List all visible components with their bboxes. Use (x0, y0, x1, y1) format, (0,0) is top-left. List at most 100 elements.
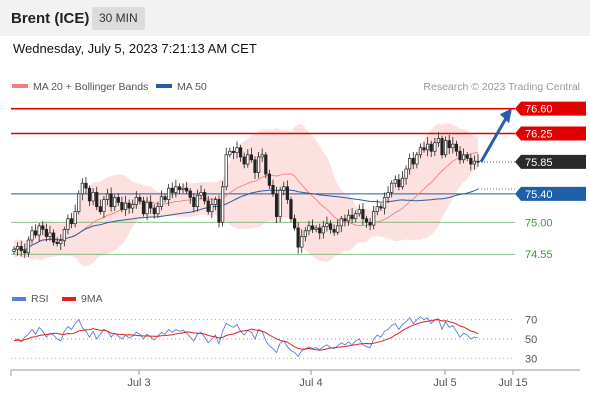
candle (307, 220, 311, 236)
candle-body (375, 206, 379, 212)
candle-body (447, 140, 451, 149)
rsi-legend-swatch (62, 297, 76, 301)
candle (300, 229, 304, 253)
candle-body (109, 193, 113, 208)
candle-body (426, 143, 430, 151)
candle-body (472, 160, 477, 165)
candle (51, 229, 56, 246)
svg-text:75.85: 75.85 (525, 157, 553, 169)
candle (271, 179, 275, 197)
candle-body (318, 227, 322, 234)
candle (274, 186, 279, 223)
candle (228, 147, 232, 158)
candle (224, 147, 228, 191)
candle-body (382, 197, 387, 209)
candle (440, 135, 444, 159)
candle-body (174, 186, 178, 193)
support-label: 74.55 (525, 249, 553, 261)
candle (462, 148, 466, 164)
candle (41, 221, 45, 236)
candle-body (177, 186, 182, 190)
candle (23, 243, 27, 258)
current-price-label: 75.85 (515, 154, 586, 169)
candle (120, 196, 124, 213)
candle (310, 219, 315, 233)
legend-swatch (12, 84, 28, 88)
candle-body (422, 147, 426, 151)
candle (231, 146, 236, 160)
candle (113, 194, 117, 211)
candle-body (246, 154, 250, 165)
candle (282, 181, 286, 196)
candle-body (238, 147, 243, 158)
candle (77, 190, 81, 215)
candle (289, 196, 293, 223)
rsi-legend-label: 9MA (81, 293, 103, 305)
candle (296, 222, 300, 254)
candle-body (15, 246, 20, 250)
candle-body (393, 179, 397, 184)
candle-body (300, 236, 304, 248)
candle (404, 165, 408, 185)
candle-body (321, 226, 325, 234)
candle-body (66, 218, 70, 230)
candle (364, 215, 369, 228)
candle-body (440, 138, 444, 156)
candle-body (332, 229, 336, 233)
candle-body (73, 211, 77, 225)
candle (217, 195, 221, 228)
candle-body (296, 227, 300, 248)
candle-body (372, 211, 376, 226)
candle (84, 176, 88, 194)
chart-header: Brent (ICE) 30 MIN (0, 0, 590, 36)
candle-body (195, 194, 200, 208)
instrument-title: Brent (ICE) (11, 10, 90, 27)
candle-body (48, 232, 52, 237)
candle (314, 225, 318, 233)
candle-body (113, 197, 117, 208)
candle (451, 137, 455, 154)
candle (213, 196, 218, 211)
rsi-line (13, 316, 479, 358)
candle (141, 196, 146, 217)
candle-body (102, 199, 106, 212)
candle-body (274, 193, 279, 217)
candle-body (138, 197, 142, 202)
legend-swatch (156, 84, 172, 88)
rsi-tick-label: 70 (525, 315, 537, 327)
candle (249, 147, 254, 163)
candle-body (105, 193, 110, 200)
projection-arrow-head (500, 108, 512, 124)
candle (397, 173, 401, 191)
candle (167, 183, 171, 206)
candle-body (314, 227, 318, 230)
candle (98, 199, 102, 215)
candle-body (127, 202, 131, 209)
candle (325, 216, 329, 232)
candle (44, 223, 48, 242)
candle-body (433, 142, 437, 152)
candle (256, 151, 261, 179)
candle (476, 154, 480, 167)
candle (375, 199, 379, 216)
timeframe-button[interactable]: 30 MIN (92, 7, 145, 30)
candle-body (44, 229, 48, 237)
candle (192, 193, 196, 213)
candle-body (379, 206, 383, 209)
candle (131, 199, 135, 214)
candle-body (357, 209, 361, 215)
candle (19, 240, 23, 257)
candle (260, 148, 264, 162)
watermark: Research © 2023 Trading Central (423, 81, 580, 93)
candle-body (361, 209, 365, 220)
candle-body (170, 187, 174, 193)
projection-arrow (479, 117, 508, 163)
candle-body (210, 204, 214, 212)
candle-body (156, 206, 160, 215)
candle-body (123, 202, 128, 210)
candle (372, 205, 376, 230)
candle (278, 186, 282, 223)
support-label: 75.00 (525, 217, 553, 229)
candle (15, 242, 20, 256)
